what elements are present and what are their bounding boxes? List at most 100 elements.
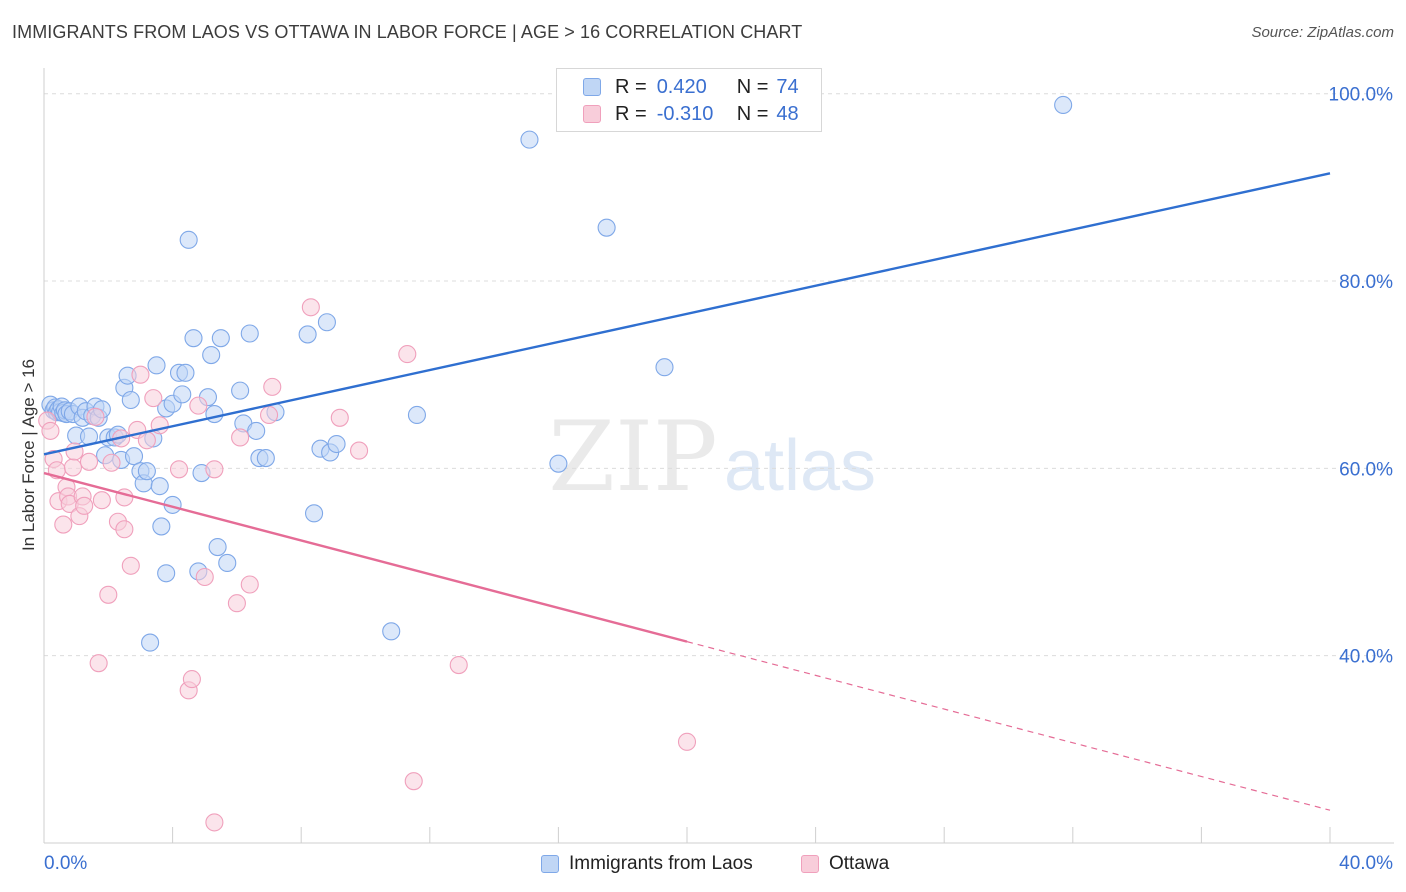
y-tick-label: 40.0%	[1339, 647, 1393, 668]
ottawa-trend-line	[43, 471, 688, 643]
laos-point	[208, 537, 227, 557]
y-tick-label: 80.0%	[1339, 272, 1393, 293]
ottawa-point	[677, 732, 697, 751]
ottawa-point	[263, 377, 282, 396]
ottawa-point	[189, 396, 208, 415]
laos-point	[176, 363, 195, 382]
ottawa-point	[205, 813, 224, 832]
series-legend-laos: Immigrants from Laos	[541, 851, 753, 877]
legend-row-laos: R = 0.420 N = 74	[583, 74, 799, 100]
laos-point	[655, 358, 674, 377]
ottawa-point	[231, 428, 250, 447]
laos-point	[137, 462, 156, 481]
laos-point	[124, 447, 144, 466]
stats-legend: R = 0.420 N = 74 R = -0.310 N = 48	[556, 68, 822, 132]
laos-point	[157, 564, 176, 583]
legend-n-value: 74	[776, 75, 799, 98]
ottawa-trend-line-extension	[686, 641, 1331, 811]
ottawa-point	[75, 496, 94, 515]
ottawa-point	[195, 567, 214, 587]
ottawa-point	[99, 585, 118, 604]
legend-n-label: N =	[736, 75, 769, 98]
ottawa-point	[89, 654, 108, 673]
laos-point	[179, 230, 198, 249]
laos-point	[147, 356, 166, 375]
ottawa-point	[115, 520, 134, 539]
legend-r-value: -0.310	[656, 102, 714, 125]
watermark-atlas: atlas	[724, 426, 876, 506]
tick-labels: 100.0% 80.0% 60.0% 40.0% 0.0% 40.0%	[44, 85, 1393, 874]
ottawa-point	[404, 772, 423, 791]
ottawa-point	[63, 458, 82, 477]
ottawa-point	[259, 405, 279, 425]
ottawa-point	[301, 298, 320, 317]
ottawa-point	[350, 441, 369, 460]
laos-point	[152, 517, 171, 536]
ottawa-point	[79, 452, 99, 471]
x-tick-label: 0.0%	[44, 853, 87, 874]
ottawa-point	[330, 408, 349, 427]
ottawa-point	[240, 575, 259, 594]
series-name-laos: Immigrants from Laos	[569, 853, 753, 874]
laos-point	[150, 477, 169, 496]
ottawa-point	[398, 345, 417, 364]
ottawa-point	[449, 655, 468, 675]
legend-r-label: R =	[615, 102, 647, 125]
legend-n-label: N =	[736, 102, 769, 125]
grid-lines	[44, 93, 1394, 657]
ottawa-point	[169, 460, 189, 479]
laos-point	[317, 313, 336, 332]
ottawa-point	[102, 453, 121, 472]
laos-point	[256, 449, 275, 468]
y-axis-label: In Labor Force | Age > 16	[19, 359, 38, 551]
source-label: Source: ZipAtlas.com	[1251, 24, 1394, 41]
laos-point	[597, 218, 616, 237]
laos-point	[141, 633, 160, 652]
y-tick-label: 100.0%	[1329, 85, 1394, 106]
laos-point	[327, 434, 346, 454]
laos-point	[549, 454, 568, 473]
laos-point	[202, 345, 221, 365]
legend-r-value: 0.420	[656, 75, 707, 98]
laos-point	[218, 553, 237, 573]
laos-point	[231, 381, 250, 400]
series-swatch-laos	[541, 855, 559, 873]
legend-swatch-ottawa	[583, 105, 601, 123]
laos-point	[205, 404, 224, 424]
laos-point	[184, 329, 203, 348]
ottawa-point	[54, 515, 73, 534]
ottawa-point	[131, 365, 150, 384]
laos-point	[121, 390, 140, 410]
axes	[43, 68, 1394, 844]
ottawa-point	[41, 421, 60, 440]
ottawa-point	[86, 407, 105, 426]
ottawa-point	[205, 460, 224, 479]
chart-title: IMMIGRANTS FROM LAOS VS OTTAWA IN LABOR …	[12, 22, 803, 42]
laos-point	[382, 622, 401, 641]
legend-swatch-laos	[583, 78, 601, 96]
ottawa-point	[121, 556, 140, 575]
laos-point	[211, 329, 230, 348]
laos-point	[298, 325, 317, 344]
watermark-zip: ZIP	[548, 401, 717, 513]
laos-point	[305, 504, 324, 523]
ottawa-point	[144, 389, 163, 408]
laos-point	[407, 405, 426, 425]
x-tick-label: 40.0%	[1339, 853, 1393, 874]
series-name-ottawa: Ottawa	[829, 853, 890, 874]
ottawa-point	[92, 491, 111, 510]
y-tick-label: 60.0%	[1339, 459, 1393, 480]
data-points	[38, 95, 1073, 832]
ottawa-point	[182, 670, 201, 689]
trend-lines	[43, 172, 1331, 811]
legend-row-ottawa: R = -0.310 N = 48	[583, 101, 799, 127]
legend-r-label: R =	[615, 75, 647, 98]
laos-trend-line	[43, 172, 1331, 456]
laos-point	[247, 421, 266, 440]
series-legend-ottawa: Ottawa	[801, 851, 889, 877]
watermark: ZIP atlas	[548, 401, 876, 513]
laos-point	[520, 130, 539, 149]
ottawa-point	[227, 594, 246, 613]
laos-point	[173, 385, 192, 404]
laos-point	[1054, 95, 1073, 115]
